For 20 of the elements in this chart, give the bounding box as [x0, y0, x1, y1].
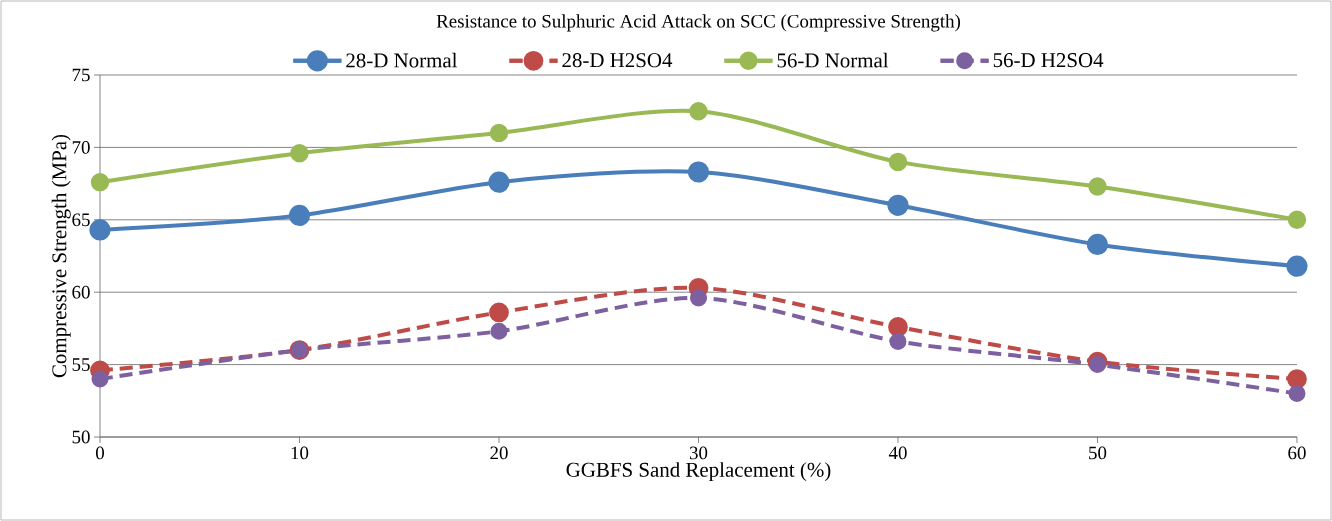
- legend-label: 56-D H2SO4: [993, 53, 1104, 68]
- y-tick-label: 50: [72, 430, 90, 444]
- legend-label: 56-D Normal: [777, 52, 889, 68]
- x-axis-title: GGBFS Sand Replacement (%): [566, 462, 831, 482]
- x-tick-label: 40: [888, 446, 907, 460]
- y-axis-title: Compressive Strength (MPa): [51, 134, 71, 378]
- x-tick-label: 50: [1089, 446, 1107, 460]
- y-tick-label: 55: [72, 358, 90, 371]
- x-tick-label: 0: [95, 446, 104, 460]
- x-tick-label: 20: [490, 446, 508, 460]
- y-tick-label: 65: [72, 213, 90, 227]
- legend-label: 28-D H2SO4: [562, 53, 673, 68]
- y-tick-label: 75: [72, 68, 90, 82]
- x-tick-label: 60: [1288, 446, 1306, 460]
- x-tick-label: 30: [689, 446, 708, 460]
- x-tick-label: 10: [291, 446, 309, 460]
- chart-title: Resistance to Sulphuric Acid Attack on SCC (Compressive Strength): [436, 14, 961, 32]
- y-tick-label: 60: [72, 285, 90, 299]
- y-tick-label: 70: [72, 141, 90, 154]
- legend-label: 28-D Normal: [346, 52, 458, 68]
